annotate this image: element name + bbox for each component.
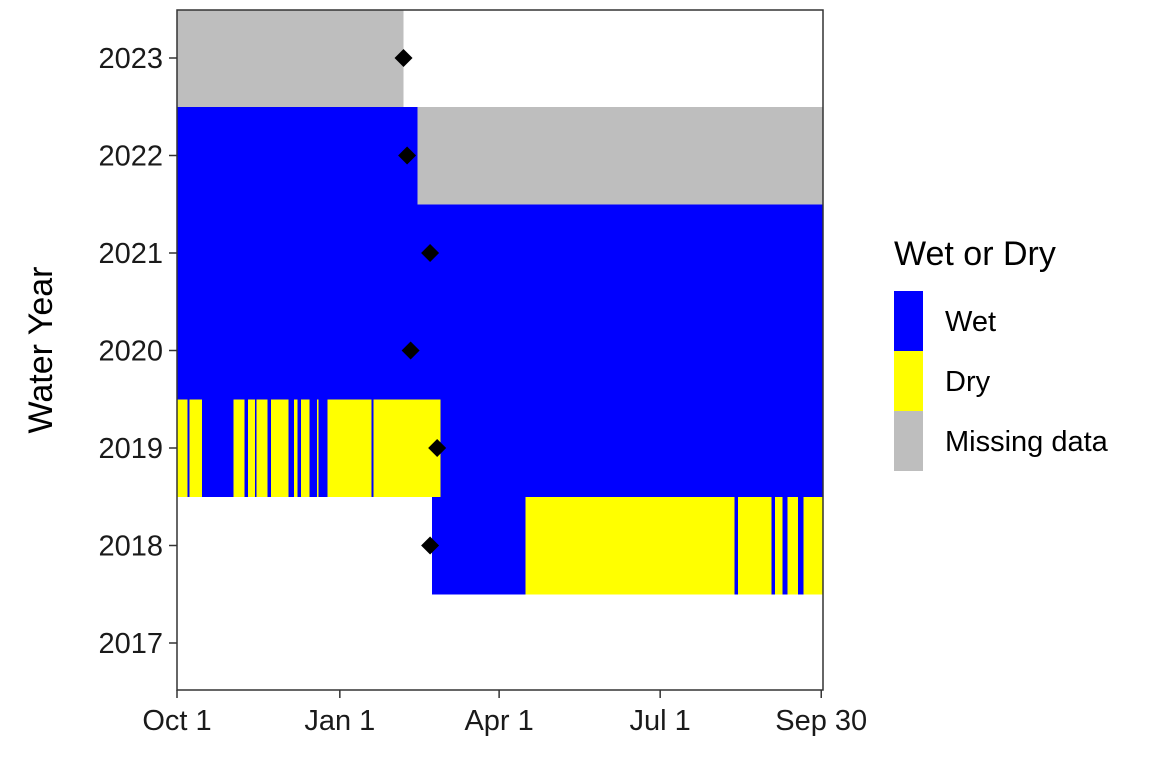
marker-2023 [394,49,413,67]
cell-2019-wet-7 [254,399,257,497]
legend-key-dry [894,351,923,411]
cell-2019-wet-19 [371,399,374,497]
x-tick-label-2: Apr 1 [464,705,533,737]
marker-2021 [421,244,440,262]
legend-label-dry: Dry [945,366,991,398]
y-axis: 2017 2018 2019 2020 2021 2022 2023 [98,43,177,660]
y-tick-label-2017: 2017 [98,628,163,660]
cell-2019-wet-9 [267,399,271,497]
cell-2018-wet-4 [771,496,776,595]
cell-2019-dry-2 [189,399,202,497]
cell-2018-dry-5 [775,496,783,595]
cell-2018-dry-9 [803,496,823,595]
cell-2018-wet-8 [798,496,804,595]
y-axis-title: Water Year [22,267,60,434]
cell-2022-wet-0 [177,106,418,205]
cell-2020-wet-0 [177,301,823,400]
x-tick-label-1: Jan 1 [304,705,375,737]
legend-key-wet [894,291,923,351]
cell-2019-wet-13 [297,399,301,497]
y-tick-label-2022: 2022 [98,141,163,173]
cell-2018-wet-2 [734,496,739,595]
cell-2019-wet-15 [309,399,317,497]
cell-2019-wet-17 [318,399,328,497]
cell-2019-dry-6 [247,399,255,497]
x-axis: Oct 1 Jan 1 Apr 1 Jul 1 Sep 30 [142,690,867,737]
cell-2018-dry-1 [525,496,735,595]
marker-layer [394,49,447,555]
legend-label-wet: Wet [945,306,996,338]
cell-2019-dry-18 [327,399,372,497]
x-tick-label-4: Sep 30 [775,705,867,737]
cell-2019-wet-1 [187,399,190,497]
cell-2019-dry-10 [270,399,289,497]
cell-2019-wet-11 [288,399,294,497]
cell-2018-wet-6 [782,496,788,595]
marker-2018 [421,536,440,555]
cell-2018-dry-3 [738,496,772,595]
marker-2022 [398,146,417,165]
y-tick-label-2018: 2018 [98,531,163,563]
heatmap-cells [177,9,823,595]
cell-2023-missing-0 [177,9,404,107]
y-tick-label-2021: 2021 [98,238,163,270]
legend-key-missing [894,411,923,471]
cell-2019-dry-16 [316,399,319,497]
cell-2019-dry-8 [256,399,268,497]
cell-2019-dry-12 [293,399,298,497]
cell-2021-wet-0 [177,204,823,302]
cell-2018-wet-0 [431,496,526,595]
cell-2022-missing-1 [417,106,823,205]
y-tick-label-2019: 2019 [98,433,163,465]
marker-2020 [401,341,420,360]
marker-2019 [428,439,447,457]
x-tick-label-3: Jul 1 [630,705,691,737]
legend: Wet or Dry Wet Dry Missing data [894,235,1109,471]
cell-2019-wet-3 [201,399,234,497]
cell-2019-dry-4 [233,399,245,497]
y-tick-label-2020: 2020 [98,336,163,368]
x-tick-label-0: Oct 1 [142,705,211,737]
cell-2018-dry-7 [787,496,799,595]
cell-2019-wet-21 [440,399,823,497]
legend-label-missing: Missing data [945,426,1109,458]
cell-2019-dry-14 [300,399,310,497]
cell-2019-dry-0 [177,399,188,497]
y-tick-label-2023: 2023 [98,43,163,75]
legend-title: Wet or Dry [894,235,1056,273]
cell-2019-wet-5 [244,399,248,497]
